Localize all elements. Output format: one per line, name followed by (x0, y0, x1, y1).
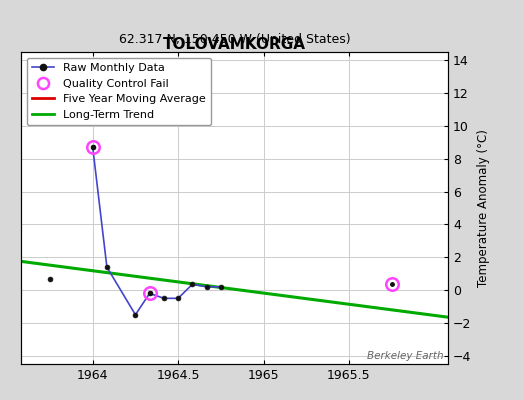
Text: 62.317 N, 150.450 W (United States): 62.317 N, 150.450 W (United States) (118, 33, 351, 46)
Y-axis label: Temperature Anomaly (°C): Temperature Anomaly (°C) (477, 129, 490, 287)
Legend: Raw Monthly Data, Quality Control Fail, Five Year Moving Average, Long-Term Tren: Raw Monthly Data, Quality Control Fail, … (27, 58, 212, 125)
Title: TOLOVAMKORGA: TOLOVAMKORGA (163, 37, 306, 52)
Text: Berkeley Earth: Berkeley Earth (367, 351, 444, 361)
